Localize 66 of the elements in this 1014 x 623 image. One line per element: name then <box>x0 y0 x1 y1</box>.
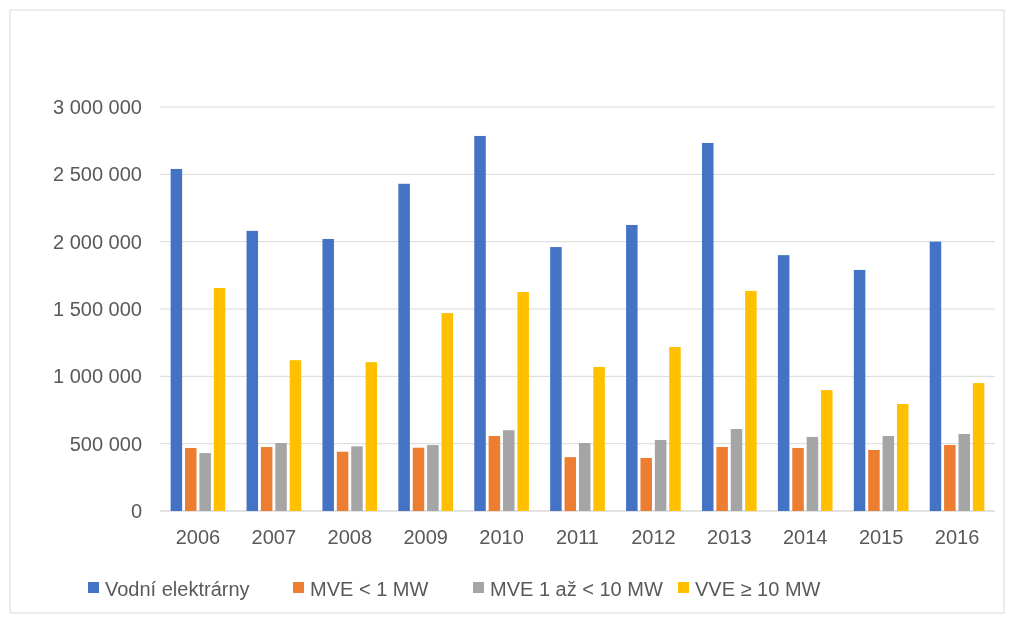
bar <box>777 255 790 511</box>
x-tick-label: 2010 <box>479 526 524 548</box>
bar <box>246 230 259 511</box>
bar <box>564 457 577 511</box>
bar <box>806 436 819 511</box>
bar <box>441 313 454 511</box>
bar <box>260 447 273 511</box>
bar <box>896 403 909 511</box>
bar <box>882 435 895 511</box>
bar <box>275 442 287 511</box>
y-tick-label: 1 000 000 <box>53 365 142 388</box>
bar <box>821 390 833 511</box>
bar <box>853 269 866 511</box>
bar <box>958 433 970 511</box>
x-tick-label: 2006 <box>175 526 221 548</box>
bar <box>213 287 226 511</box>
y-tick-label: 2 000 000 <box>53 230 142 253</box>
y-tick-label: 0 <box>130 500 142 522</box>
bar <box>972 383 985 511</box>
bar <box>944 445 956 511</box>
bar <box>745 290 757 511</box>
x-tick-label: 2016 <box>934 526 980 548</box>
bar <box>593 366 605 511</box>
x-tick-label: 2012 <box>631 526 676 548</box>
bar <box>170 168 183 511</box>
bar <box>929 241 942 511</box>
bar <box>503 430 515 511</box>
bar <box>578 442 591 511</box>
legend-label: MVE < 1 MW <box>310 578 429 600</box>
bar <box>716 447 728 511</box>
bar <box>730 428 743 511</box>
bar <box>640 457 652 511</box>
bar <box>488 435 501 511</box>
bar <box>669 346 681 511</box>
bar <box>701 142 714 511</box>
x-tick-label: 2013 <box>707 526 752 548</box>
bar <box>351 446 363 511</box>
x-tick-label: 2015 <box>858 526 904 548</box>
x-tick-label: 2008 <box>327 526 373 548</box>
legend-label: VVE ≥ 10 MW <box>695 578 821 600</box>
bar <box>626 224 638 511</box>
bar <box>199 453 211 511</box>
y-tick-label: 1 500 000 <box>53 298 142 320</box>
bar <box>517 292 529 511</box>
bar <box>427 445 439 511</box>
bar <box>792 447 804 511</box>
x-tick-label: 2014 <box>782 526 828 548</box>
bar <box>412 447 425 511</box>
bar <box>550 247 562 511</box>
bar <box>868 450 880 511</box>
legend-label: Vodní elektrárny <box>105 578 250 600</box>
y-tick-label: 3 000 000 <box>53 96 142 118</box>
bar <box>398 183 410 511</box>
bar <box>322 238 334 511</box>
x-tick-label: 2011 <box>555 526 600 548</box>
bar <box>474 135 486 511</box>
y-tick-label: 2 500 000 <box>53 163 142 186</box>
x-tick-label: 2009 <box>403 526 448 548</box>
bar <box>654 440 667 511</box>
bar <box>289 360 302 511</box>
legend-label: MVE 1 až < 10 MW <box>490 578 663 600</box>
bar <box>336 451 349 511</box>
y-tick-label: 500 000 <box>69 432 142 455</box>
bar <box>365 362 378 511</box>
x-tick-label: 2007 <box>251 526 297 548</box>
bar <box>185 447 197 511</box>
